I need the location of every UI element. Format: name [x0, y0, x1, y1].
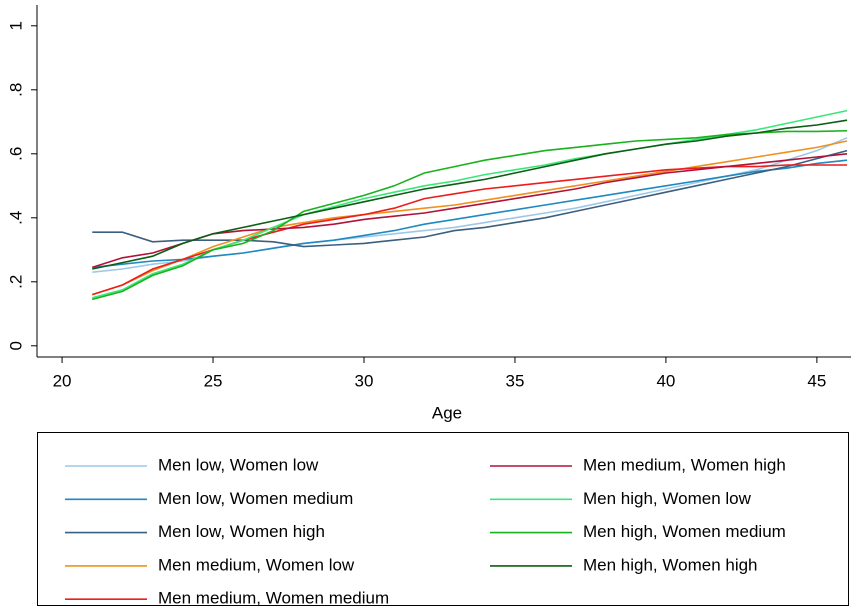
y-tick-label: .8: [6, 83, 25, 97]
legend-label: Men medium, Women high: [583, 455, 786, 474]
x-tick-label: 25: [204, 371, 223, 390]
x-tick-label: 45: [807, 371, 826, 390]
x-axis-title: Age: [432, 403, 462, 422]
x-tick-label: 40: [656, 371, 675, 390]
legend-label: Men high, Women high: [583, 555, 758, 574]
series-line: [92, 149, 848, 248]
legend-label: Men low, Women medium: [158, 489, 353, 508]
legend-label: Men high, Women low: [583, 489, 752, 508]
legend-label: Men low, Women low: [158, 455, 319, 474]
legend-box: [37, 432, 849, 606]
legend-label: Men medium, Women medium: [158, 589, 389, 608]
y-tick-label: .2: [6, 275, 25, 289]
legend-label: Men high, Women medium: [583, 522, 786, 541]
legend-label: Men low, Women high: [158, 522, 325, 541]
y-tick-label: 1: [6, 21, 25, 30]
series-line: [92, 119, 848, 270]
y-tick-label: .6: [6, 147, 25, 161]
legend-label: Men medium, Women low: [158, 555, 355, 574]
y-tick-label: 0: [6, 341, 25, 350]
y-tick-label: .4: [6, 211, 25, 225]
series-line: [92, 159, 848, 269]
x-tick-label: 30: [355, 371, 374, 390]
x-tick-label: 35: [505, 371, 524, 390]
series-line: [92, 140, 848, 296]
series-line: [92, 129, 848, 301]
x-tick-label: 20: [53, 371, 72, 390]
